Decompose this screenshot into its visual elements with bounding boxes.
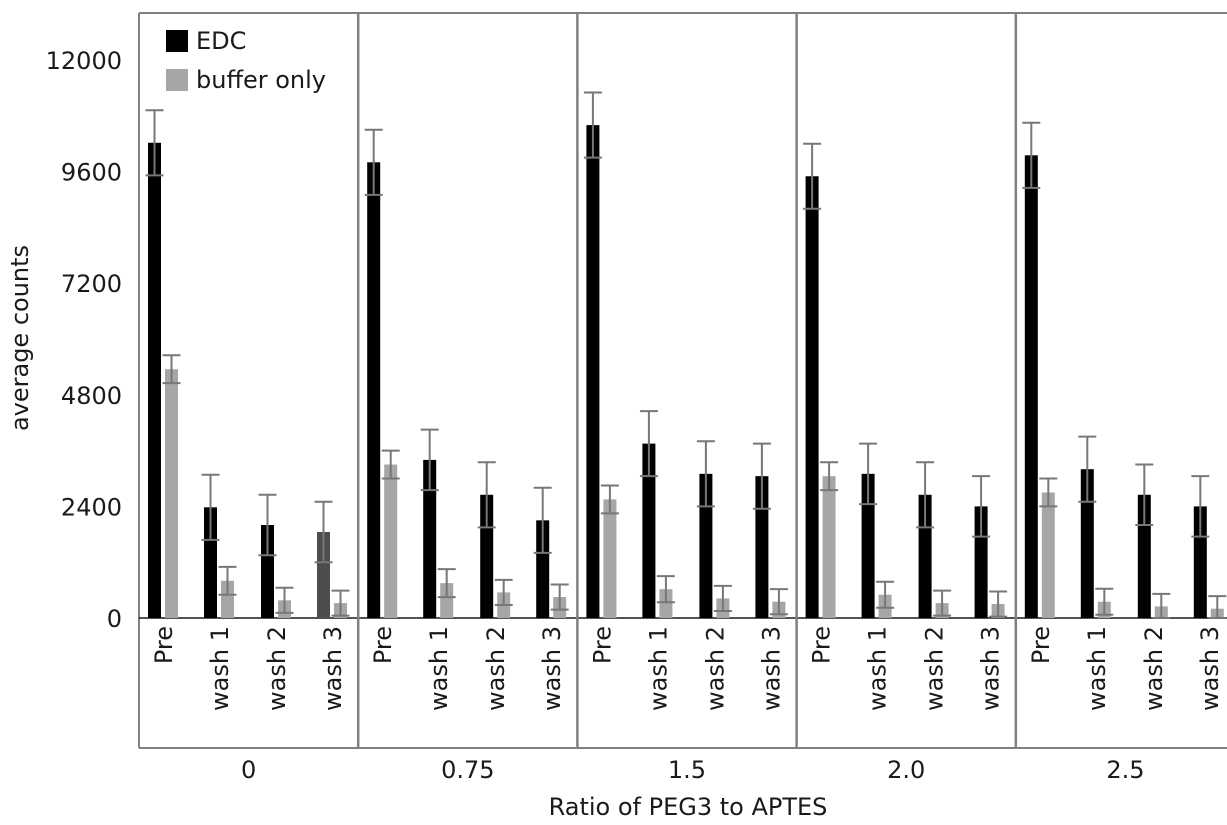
category-labels: Pre wash 1 wash 2 wash 3 Pre wash 1 wash 2 wash… bbox=[150, 626, 1224, 711]
category-label: wash 3 bbox=[977, 626, 1005, 711]
group-label: 0 bbox=[241, 756, 256, 784]
legend: EDC buffer only bbox=[166, 27, 326, 94]
y-tick-label: 0 bbox=[107, 605, 122, 633]
group-label: 2.5 bbox=[1106, 756, 1144, 784]
y-axis: 0 2400 4800 7200 9600 12000 bbox=[46, 47, 122, 633]
bar-edc bbox=[317, 531, 330, 618]
bar-edc bbox=[423, 459, 437, 618]
bar-buffer bbox=[603, 499, 617, 618]
group-label: 0.75 bbox=[441, 756, 494, 784]
bar-edc bbox=[586, 125, 600, 618]
bar-edc bbox=[755, 476, 769, 618]
x-axis-label: Ratio of PEG3 to APTES bbox=[549, 793, 828, 821]
legend-label-buffer: buffer only bbox=[196, 66, 326, 94]
category-label: Pre bbox=[1027, 626, 1055, 664]
bar-edc bbox=[805, 176, 819, 618]
y-tick-label: 12000 bbox=[46, 47, 122, 75]
bar-edc bbox=[148, 142, 161, 618]
category-label: Pre bbox=[588, 626, 616, 664]
bar-buffer bbox=[221, 580, 234, 618]
category-label: wash 2 bbox=[921, 626, 949, 711]
bar-buffer bbox=[659, 589, 673, 618]
bar-buffer bbox=[440, 583, 454, 618]
bar-edc bbox=[1024, 155, 1038, 618]
category-label: wash 2 bbox=[1140, 626, 1168, 711]
bar-edc bbox=[204, 507, 217, 618]
bar-edc bbox=[1080, 469, 1094, 618]
category-label: wash 3 bbox=[538, 626, 566, 711]
category-label: wash 2 bbox=[482, 626, 510, 711]
y-tick-label: 9600 bbox=[61, 159, 122, 187]
bar-edc bbox=[480, 494, 494, 618]
bar-edc bbox=[536, 520, 550, 618]
category-label: wash 1 bbox=[644, 626, 672, 711]
legend-swatch-edc bbox=[166, 30, 188, 52]
group-dividers bbox=[356, 13, 1018, 748]
bar-buffer bbox=[822, 476, 836, 618]
category-label: Pre bbox=[150, 626, 178, 664]
category-label: wash 2 bbox=[701, 626, 729, 711]
y-tick-label: 7200 bbox=[61, 270, 122, 298]
bar-edc bbox=[1193, 506, 1207, 618]
category-label: wash 1 bbox=[1083, 626, 1111, 711]
bar-edc bbox=[699, 473, 713, 618]
category-label: wash 3 bbox=[757, 626, 785, 711]
category-label: wash 1 bbox=[206, 626, 234, 711]
category-label: wash 3 bbox=[1196, 626, 1224, 711]
legend-label-edc: EDC bbox=[196, 27, 246, 55]
category-label: wash 3 bbox=[319, 626, 347, 711]
category-label: Pre bbox=[808, 626, 836, 664]
legend-swatch-buffer bbox=[166, 69, 188, 91]
group-labels: 0 0.75 1.5 2.0 2.5 bbox=[241, 756, 1145, 784]
bars bbox=[148, 125, 1224, 619]
category-label: Pre bbox=[369, 626, 397, 664]
category-label: wash 1 bbox=[425, 626, 453, 711]
bar-buffer bbox=[384, 464, 398, 618]
plot-frame bbox=[138, 12, 1227, 749]
bar-edc bbox=[642, 443, 656, 618]
bar-buffer bbox=[1041, 492, 1055, 618]
y-axis-label: average counts bbox=[6, 245, 34, 431]
bar-edc bbox=[367, 162, 381, 619]
group-label: 2.0 bbox=[887, 756, 925, 784]
y-tick-label: 4800 bbox=[61, 382, 122, 410]
bar-buffer bbox=[165, 369, 178, 618]
bar-edc bbox=[918, 494, 932, 618]
bar-edc bbox=[974, 506, 988, 618]
category-label: wash 2 bbox=[263, 626, 291, 711]
y-tick-label: 2400 bbox=[61, 493, 122, 521]
bar-edc bbox=[861, 473, 875, 618]
bar-edc bbox=[261, 525, 274, 618]
category-label: wash 1 bbox=[864, 626, 892, 711]
error-bars bbox=[145, 91, 1227, 619]
group-label: 1.5 bbox=[668, 756, 706, 784]
